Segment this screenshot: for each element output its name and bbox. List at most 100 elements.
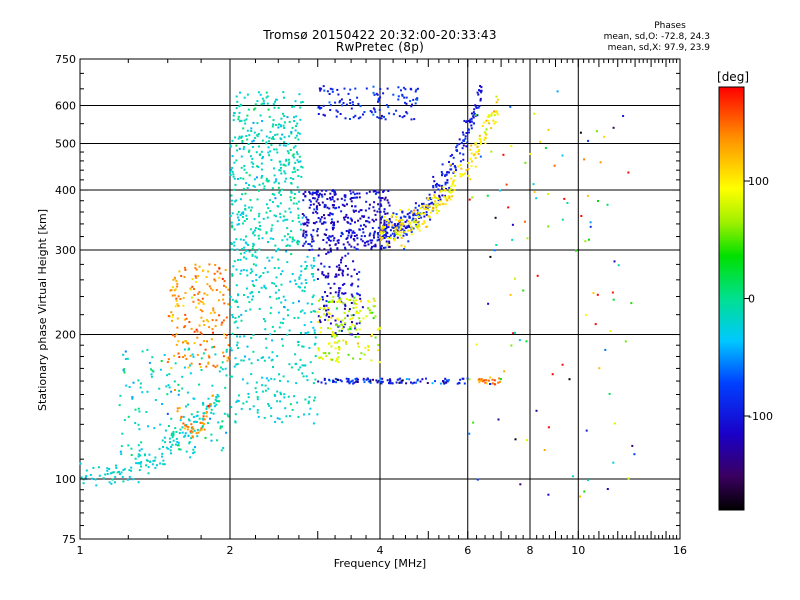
data-point — [285, 415, 288, 418]
data-point — [260, 103, 263, 106]
data-point — [118, 470, 120, 473]
data-point — [159, 423, 162, 426]
data-point — [196, 435, 199, 438]
data-point — [288, 236, 291, 239]
data-point — [357, 345, 360, 348]
data-point — [386, 244, 389, 247]
data-point — [257, 227, 260, 230]
data-point — [310, 233, 313, 236]
data-point — [183, 276, 186, 278]
data-point — [377, 191, 380, 194]
data-point — [589, 225, 592, 228]
data-point — [187, 403, 189, 406]
data-point — [221, 425, 223, 428]
data-point — [245, 269, 248, 272]
data-point — [304, 223, 307, 226]
data-point — [244, 204, 247, 207]
data-point — [470, 152, 473, 155]
data-point — [275, 297, 278, 300]
data-point — [402, 234, 405, 237]
data-point — [379, 232, 381, 235]
data-point — [475, 107, 478, 109]
data-point — [236, 326, 239, 329]
data-point — [271, 351, 274, 354]
data-point — [214, 264, 217, 266]
data-point — [273, 174, 276, 177]
data-point — [236, 301, 239, 303]
data-point — [146, 348, 149, 351]
data-point — [373, 201, 376, 204]
data-point — [434, 183, 437, 186]
data-point — [207, 397, 210, 400]
grid-lines — [80, 59, 680, 539]
data-point — [270, 306, 273, 309]
data-point — [489, 376, 492, 379]
data-point — [224, 269, 227, 271]
data-point — [283, 115, 286, 117]
data-point — [195, 415, 198, 418]
data-point — [356, 381, 359, 383]
data-point — [224, 367, 227, 370]
data-point — [138, 428, 141, 431]
data-point — [284, 299, 287, 302]
data-point — [313, 399, 315, 402]
data-point — [321, 357, 324, 360]
data-point — [143, 453, 146, 456]
data-point — [176, 282, 179, 285]
data-point — [252, 231, 255, 234]
data-point — [282, 112, 284, 115]
data-point — [177, 444, 180, 447]
data-point — [387, 220, 390, 223]
data-point — [311, 266, 314, 269]
data-point — [243, 294, 245, 296]
data-point — [324, 352, 327, 355]
data-point — [379, 246, 382, 249]
data-point — [236, 363, 239, 366]
data-point — [345, 297, 348, 300]
data-point — [192, 452, 195, 455]
data-point — [291, 220, 294, 222]
data-point — [243, 164, 246, 167]
data-point — [219, 425, 222, 428]
data-point — [207, 354, 210, 357]
data-point — [358, 228, 361, 231]
data-point — [458, 381, 460, 384]
data-point — [344, 322, 347, 325]
data-point — [194, 275, 197, 278]
data-point — [360, 352, 363, 355]
data-point — [291, 240, 294, 243]
data-point — [242, 187, 245, 190]
data-point — [237, 400, 240, 402]
data-point — [212, 307, 215, 310]
data-point — [126, 478, 129, 481]
data-point — [253, 185, 256, 188]
data-point — [108, 468, 111, 470]
data-point — [323, 221, 326, 224]
data-point — [325, 275, 327, 278]
data-point — [455, 146, 458, 149]
data-point — [441, 174, 443, 177]
data-point — [375, 218, 378, 221]
data-point — [184, 424, 186, 427]
data-point — [237, 293, 240, 296]
data-point — [346, 273, 349, 276]
data-point — [323, 248, 326, 251]
data-point — [378, 108, 381, 111]
data-point — [312, 382, 315, 385]
data-point — [378, 207, 381, 210]
data-point — [304, 260, 307, 263]
data-point — [352, 196, 355, 199]
data-point — [354, 327, 357, 330]
data-point — [293, 317, 296, 319]
data-point — [262, 99, 265, 102]
data-point — [270, 415, 273, 418]
data-point — [432, 207, 435, 209]
data-point — [494, 383, 497, 386]
data-point — [242, 211, 245, 214]
data-point — [218, 400, 221, 403]
data-point — [195, 432, 198, 435]
data-point — [300, 331, 302, 334]
data-point — [475, 343, 478, 346]
data-point — [359, 217, 362, 220]
data-point — [288, 329, 291, 332]
